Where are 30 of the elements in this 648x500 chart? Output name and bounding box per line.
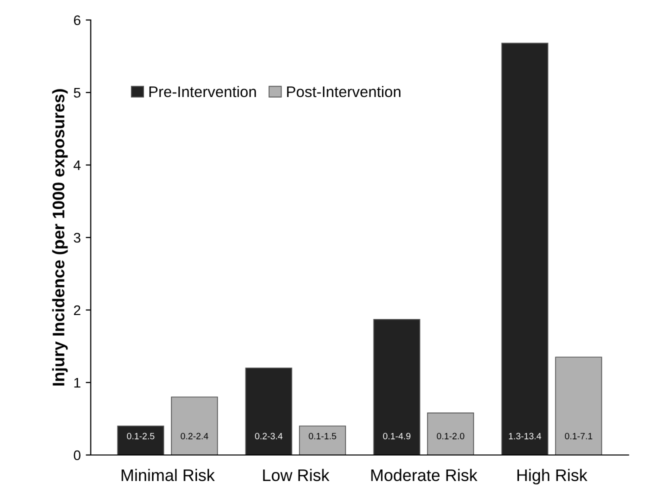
y-tick-label: 4 (74, 160, 81, 170)
annotation: 0.1-7.1 (564, 432, 592, 440)
bar (117, 426, 164, 455)
annotation: 0.1-2.5 (126, 432, 154, 440)
bar (501, 42, 548, 455)
y-tick-label: 1 (74, 378, 80, 388)
y-tick-label: 3 (74, 232, 80, 243)
bar (555, 356, 602, 455)
legend-label: Pre-Intervention (149, 86, 256, 98)
bar (373, 319, 420, 455)
annotation: 0.1-1.5 (308, 432, 336, 440)
y-axis-title: Injury Incidence (per 1000 exposures) (52, 89, 68, 386)
annotation: 0.2-2.4 (180, 432, 208, 440)
annotation: 1.3-13.4 (508, 432, 542, 440)
annotation: 0.1-4.9 (383, 432, 410, 440)
annotation: 0.2-3.4 (255, 432, 283, 440)
y-tick-label: 0 (74, 450, 80, 460)
bar (245, 368, 292, 455)
x-tick-label: Minimal Risk (122, 468, 215, 482)
y-tick-label: 5 (74, 88, 80, 98)
bar (427, 412, 474, 455)
y-tick-label: 6 (74, 15, 80, 26)
annotation: 0.1-2.0 (436, 432, 464, 440)
x-tick-label: Low Risk (263, 468, 330, 482)
x-tick-label: High Risk (517, 468, 588, 484)
y-tick-label: 2 (74, 305, 80, 316)
legend-label: Post-Intervention (287, 86, 400, 98)
x-tick-label: Moderate Risk (371, 468, 478, 482)
bar (170, 396, 218, 455)
bar (299, 426, 346, 455)
